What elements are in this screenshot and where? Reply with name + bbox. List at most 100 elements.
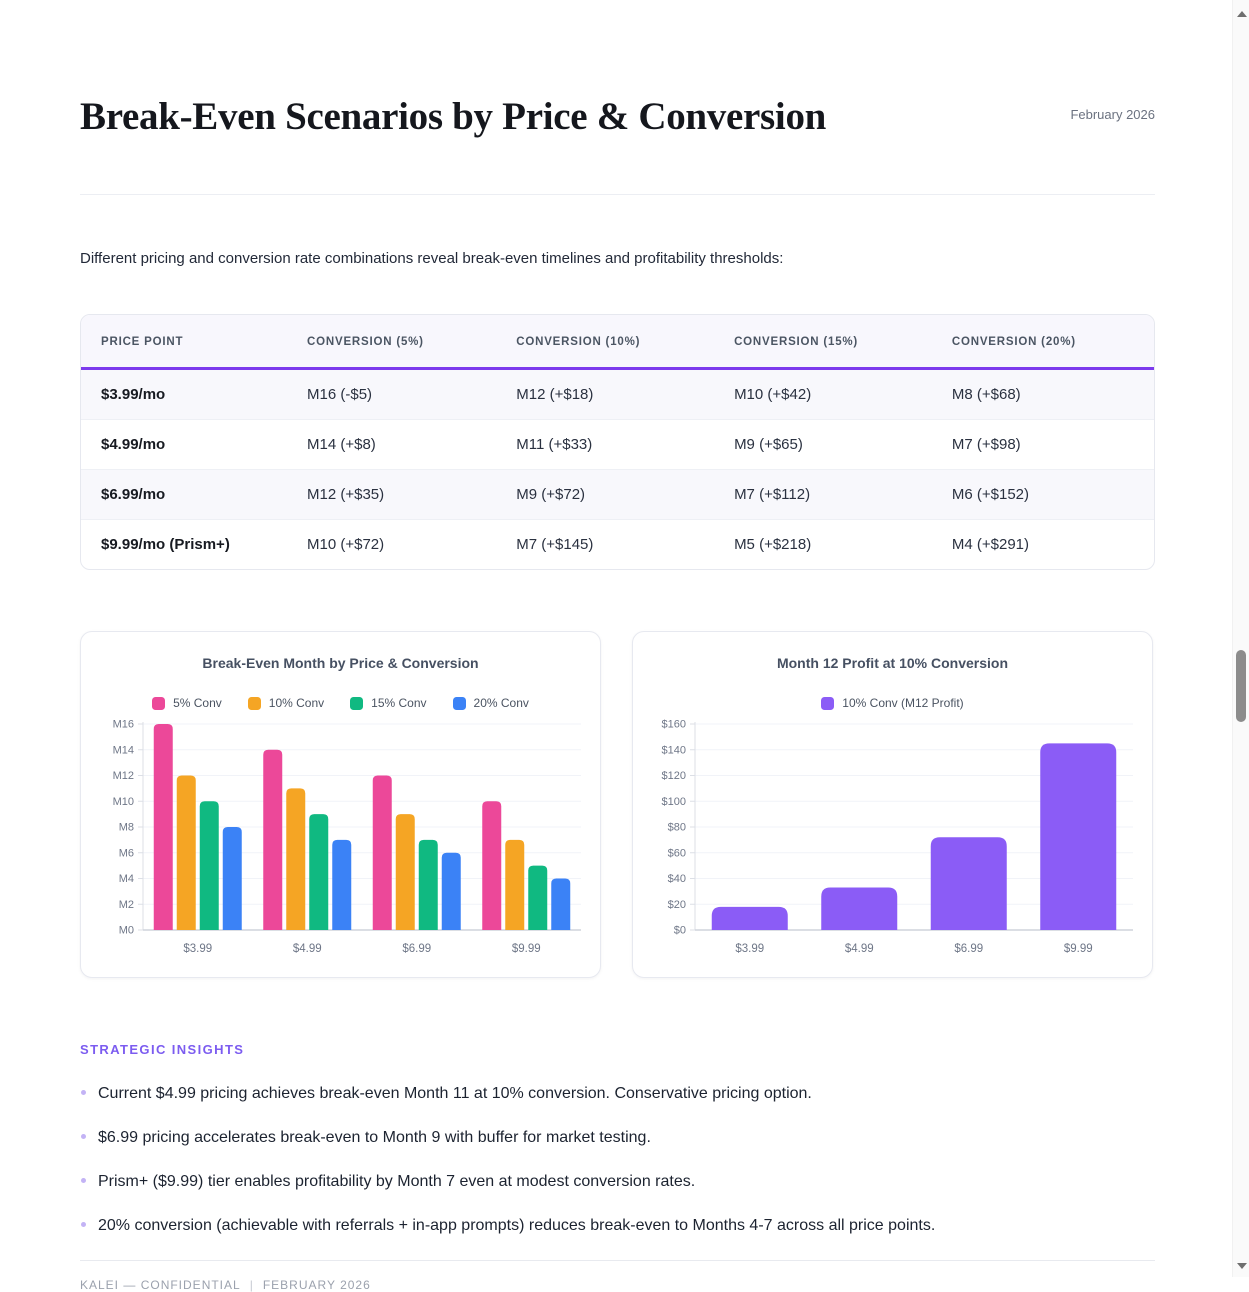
bar-$3.99-15-conv (199, 801, 219, 931)
intro-text: Different pricing and conversion rate co… (80, 249, 784, 267)
y-axis-tick-label: M8 (119, 822, 134, 834)
price-point-cell: $3.99/mo (101, 385, 166, 403)
legend-label: 10% Conv (M12 Profit) (842, 696, 964, 711)
document-date: February 2026 (1070, 107, 1155, 122)
y-axis-tick-label: M2 (119, 899, 134, 911)
vertical-scrollbar[interactable] (1232, 0, 1249, 1277)
legend-label: 20% Conv (473, 696, 529, 711)
legend-label: 10% Conv (268, 696, 325, 711)
strategic-insights-section: Strategic Insights Current $4.99 pricing… (80, 1042, 1155, 1236)
legend-swatch-icon (350, 696, 364, 710)
conversion-cell: M9 (+$65) (734, 435, 803, 453)
scrollbar-down-arrow-icon[interactable] (1237, 1263, 1247, 1269)
legend-label: 5% Conv (173, 696, 222, 711)
price-point-cell: $4.99/mo (101, 435, 166, 453)
bullet-dot-icon (81, 1134, 86, 1140)
conversion-cell: M10 (+$72) (307, 536, 385, 554)
charts-row: Break-Even Month by Price & Conversion 5… (80, 631, 1155, 979)
bar-chart-breakeven-month: M0 M2 M4 M6 M8 M10 M12 M14 M16 $3.99 $4.99 $6.99 $9.… (113, 719, 581, 955)
bar-$3.99-20-conv (222, 827, 242, 931)
legend-item: 20% Conv (452, 696, 529, 711)
chart-legend: 5% Conv 10% Conv 15% Conv 20% Conv (97, 695, 584, 711)
bullet-dot-icon (81, 1222, 86, 1228)
header-divider (80, 193, 1155, 195)
x-axis-tick-label: $3.99 (183, 943, 212, 955)
y-axis-tick-label: $140 (662, 745, 686, 757)
bar-$6.99-5-conv (372, 775, 392, 931)
price-point-cell: $9.99/mo (Prism+) (101, 536, 230, 554)
y-axis-tick-label: $100 (662, 796, 686, 808)
y-axis-tick-label: M10 (113, 796, 134, 808)
legend-swatch-icon (821, 696, 835, 710)
bar-$9.99-10-conv-m12-profit- (1040, 743, 1117, 931)
chart-card-m12-profit: Month 12 Profit at 10% Conversion 10% Co… (632, 631, 1153, 979)
x-axis-tick-label: $3.99 (735, 943, 764, 955)
y-axis-tick-label: M6 (119, 848, 134, 860)
y-axis-tick-label: $60 (668, 848, 686, 860)
conversion-cell: M4 (+$291) (951, 536, 1029, 554)
table-header-cell: Conversion (5%) (287, 314, 497, 370)
conversion-cell: M7 (+$145) (516, 536, 594, 554)
legend-swatch-icon (152, 696, 166, 710)
y-axis-tick-label: $80 (668, 822, 686, 834)
breakeven-table-card: Price Point Conversion (5%) Conversion (10… (80, 313, 1155, 571)
legend-item: 15% Conv (350, 696, 427, 711)
y-axis-tick-label: $40 (668, 873, 686, 885)
legend-item: 10% Conv (M12 Profit) (821, 696, 964, 711)
footer-confidential-label: KALEI — CONFIDENTIAL (80, 1278, 241, 1292)
x-axis-tick-label: $6.99 (402, 943, 431, 955)
bullet-dot-icon (81, 1090, 86, 1096)
chart-title: Break-Even Month by Price & Conversion (202, 655, 479, 672)
table-header-cell: Conversion (20%) (931, 314, 1154, 370)
table-row: $4.99/mo M14 (+$8) M11 (+$33) M9 (+$65) M7 (… (81, 419, 1154, 469)
bar-$4.99-15-conv (309, 814, 329, 931)
conversion-cell: M8 (+$68) (951, 385, 1021, 403)
scrollbar-thumb[interactable] (1236, 650, 1246, 722)
y-axis-tick-label: $160 (662, 719, 686, 731)
y-axis-tick-label: M0 (119, 925, 134, 937)
document-page: Break-Even Scenarios by Price & Conversi… (80, 0, 1155, 1292)
bar-$9.99-15-conv (528, 865, 548, 931)
table-row: $3.99/mo M16 (-$5) M12 (+$18) M10 (+$42) M8 … (81, 368, 1154, 420)
footer-separator: | (249, 1278, 254, 1292)
legend-item: 5% Conv (152, 696, 222, 710)
bar-$9.99-5-conv (482, 801, 502, 931)
legend-label: 15% Conv (371, 696, 427, 711)
conversion-cell: M5 (+$218) (734, 536, 812, 554)
chart-title: Month 12 Profit at 10% Conversion (776, 655, 1009, 672)
bar-$4.99-20-conv (332, 840, 352, 931)
scrollbar-up-arrow-icon[interactable] (1237, 11, 1247, 17)
bar-$6.99-15-conv (418, 840, 438, 931)
bar-$3.99-5-conv (153, 724, 173, 931)
x-axis-tick-label: $9.99 (1064, 943, 1093, 955)
page-title: Break-Even Scenarios by Price & Conversi… (80, 95, 827, 138)
bar-chart-m12-profit: $0 $20 $40 $60 $80 $100 $120 $140 $160 $3.99 $4.99… (662, 719, 1133, 955)
insight-text: Prism+ ($9.99) tier enables profitabilit… (98, 1173, 696, 1191)
conversion-cell: M16 (-$5) (307, 385, 373, 403)
insight-item: 20% conversion (achievable with referral… (80, 1216, 1155, 1236)
document-header: Break-Even Scenarios by Price & Conversi… (80, 0, 1155, 195)
y-axis-tick-label: M16 (113, 719, 134, 731)
x-axis-tick-label: $4.99 (293, 943, 322, 955)
legend-swatch-icon (452, 696, 466, 710)
bullet-dot-icon (81, 1178, 86, 1184)
chart-card-breakeven-month: Break-Even Month by Price & Conversion 5… (80, 631, 601, 979)
x-axis-tick-label: $6.99 (954, 943, 983, 955)
x-axis-tick-label: $4.99 (845, 943, 874, 955)
conversion-cell: M10 (+$42) (734, 385, 812, 403)
bar-$9.99-10-conv (505, 840, 525, 931)
bar-$6.99-20-conv (441, 853, 461, 931)
conversion-cell: M12 (+$35) (307, 485, 385, 503)
insight-text: 20% conversion (achievable with referral… (98, 1217, 936, 1235)
conversion-cell: M7 (+$98) (951, 435, 1021, 453)
bar-$6.99-10-conv (395, 814, 415, 931)
insight-item: Prism+ ($9.99) tier enables profitabilit… (80, 1172, 1155, 1192)
insight-item: Current $4.99 pricing achieves break-eve… (80, 1084, 1155, 1104)
conversion-cell: M7 (+$112) (734, 485, 811, 503)
bar-$3.99-10-conv-m12-profit- (711, 907, 788, 931)
table-header-cell: Conversion (10%) (496, 314, 715, 370)
y-axis-tick-label: M4 (119, 873, 134, 885)
insight-item: $6.99 pricing accelerates break-even to … (80, 1128, 1155, 1148)
bar-$4.99-10-conv-m12-profit- (821, 887, 898, 931)
y-axis-tick-label: $0 (674, 925, 686, 937)
